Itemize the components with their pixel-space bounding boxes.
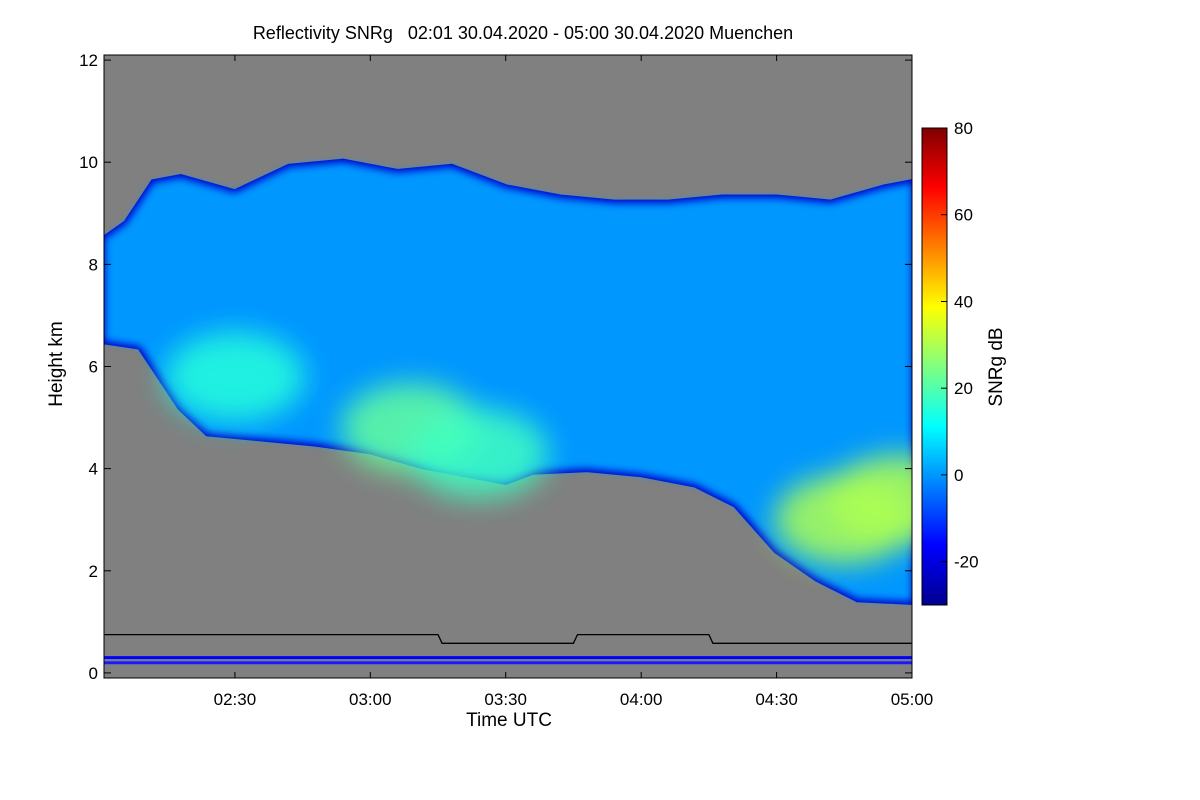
x-tick-label: 04:00 [620, 690, 663, 709]
x-tick-label: 03:30 [484, 690, 527, 709]
x-axis-label: Time UTC [466, 710, 552, 731]
colorbar-tick-label: 20 [954, 379, 973, 398]
colorbar-tick-label: 0 [954, 466, 963, 485]
overlay-line [104, 633, 912, 644]
x-tick-label: 04:30 [755, 690, 798, 709]
echo-peaks [164, 331, 912, 565]
y-tick-label: 8 [89, 255, 98, 274]
x-tick-label: 03:00 [349, 690, 392, 709]
colorbar-scale [921, 127, 948, 606]
y-axis: 0 2 4 6 8 10 12 [79, 51, 912, 683]
echo-region [104, 162, 912, 602]
y-tick-label: 2 [89, 562, 98, 581]
y-tick-label: 0 [89, 664, 98, 683]
colorbar-tick-label: 80 [954, 119, 973, 138]
x-tick-label: 02:30 [214, 690, 257, 709]
colorbar-ticks: -20 0 20 40 60 80 [941, 119, 979, 572]
y-tick-label: 10 [79, 153, 98, 172]
colorbar-tick-label: 40 [954, 293, 973, 312]
y-tick-label: 4 [89, 460, 98, 479]
colorbar-tick-label: -20 [954, 553, 979, 572]
colorbar-tick-label: 60 [954, 206, 973, 225]
plot-area [104, 55, 912, 678]
x-tick-label: 05:00 [891, 690, 934, 709]
echo-peak [164, 331, 305, 422]
ground-clutter [104, 656, 912, 665]
echo-peak [408, 408, 549, 499]
y-tick-label: 6 [89, 358, 98, 377]
chart-title: Reflectivity SNRg 02:01 30.04.2020 - 05:… [253, 23, 793, 43]
colorbar-label: SNRg dB [986, 327, 1007, 406]
echo-peak [828, 454, 912, 545]
y-tick-label: 12 [79, 51, 98, 70]
y-axis-label: Height km [46, 321, 67, 407]
colorbar: -20 0 20 40 60 80 SNRg dB [921, 119, 1007, 606]
x-axis: 02:30 03:00 03:30 04:00 04:30 05:00 [214, 55, 934, 709]
